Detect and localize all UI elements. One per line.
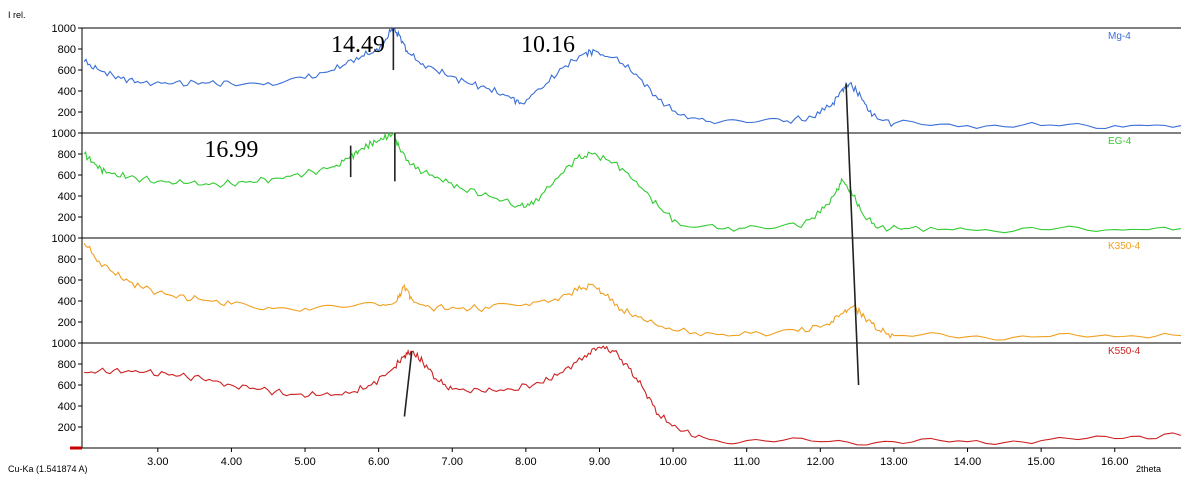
y-tick-label: 600 <box>58 380 76 392</box>
x-tick-label: 3.00 <box>147 456 168 468</box>
series-line-K350-4 <box>83 243 1182 341</box>
y-tick-label: 1000 <box>52 128 76 140</box>
x-tick-label: 16.00 <box>1101 456 1129 468</box>
y-tick-label: 400 <box>58 401 76 413</box>
radiation-source: Cu-Ka (1.541874 A) <box>8 464 88 474</box>
y-tick-label: 400 <box>58 296 76 308</box>
x-tick-label: 15.00 <box>1027 456 1055 468</box>
y-axis: 200 400 600 800 1000 200 400 600 800 1000 200 400 60… <box>52 23 82 434</box>
x-axis-title: 2theta <box>1136 464 1161 474</box>
y-tick-label: 1000 <box>52 233 76 245</box>
marker-lines <box>349 28 860 417</box>
peak-annotation: 14.49 <box>331 32 385 58</box>
y-tick-label: 600 <box>58 65 76 77</box>
x-tick-label: 7.00 <box>442 456 463 468</box>
x-tick-label: 9.00 <box>589 456 610 468</box>
x-tick-label: 14.00 <box>954 456 982 468</box>
x-tick-label: 10.00 <box>659 456 687 468</box>
x-tick-label: 12.00 <box>807 456 835 468</box>
x-tick-label: 8.00 <box>515 456 536 468</box>
x-tick-label: 6.00 <box>368 456 389 468</box>
y-tick-label: 600 <box>58 170 76 182</box>
series-group: Mg-4 EG-4 K350-4 K550-4 <box>83 26 1182 446</box>
x-tick-label: 13.00 <box>880 456 908 468</box>
peak-annotation: 10.16 <box>521 32 575 58</box>
y-tick-label: 200 <box>58 317 76 329</box>
y-tick-label: 200 <box>58 107 76 119</box>
series-label-K550-4: K550-4 <box>1108 346 1141 357</box>
series-line-K550-4 <box>84 345 1182 446</box>
y-tick-label: 800 <box>58 359 76 371</box>
peak-annotation: 16.99 <box>204 137 258 163</box>
peak-marker-line <box>403 351 413 417</box>
x-tick-label: 4.00 <box>221 456 242 468</box>
y-tick-label: 200 <box>58 422 76 434</box>
y-tick-label: 400 <box>58 86 76 98</box>
series-line-EG-4 <box>83 131 1182 234</box>
series-label-Mg-4: Mg-4 <box>1108 31 1131 42</box>
y-axis-title: I rel. <box>8 10 26 20</box>
x-axis: 3.00 4.00 5.00 6.00 7.00 8.00 9.00 10.00 11.00 12… <box>147 448 1129 468</box>
y-tick-label: 800 <box>58 44 76 56</box>
y-tick-label: 1000 <box>52 23 76 35</box>
peak-marker-line <box>845 83 860 386</box>
series-label-K350-4: K350-4 <box>1108 241 1141 252</box>
x-tick-label: 5.00 <box>294 456 315 468</box>
static-labels: I rel. Cu-Ka (1.541874 A) 2theta <box>8 10 1161 474</box>
y-tick-label: 1000 <box>52 338 76 350</box>
annotations: 14.49 10.16 16.99 <box>204 32 575 163</box>
y-tick-label: 600 <box>58 275 76 287</box>
series-line-Mg-4 <box>83 26 1182 130</box>
y-tick-label: 200 <box>58 212 76 224</box>
x-tick-label: 11.00 <box>733 456 760 468</box>
series-label-EG-4: EG-4 <box>1108 136 1132 147</box>
y-tick-label: 400 <box>58 191 76 203</box>
y-tick-label: 800 <box>58 254 76 266</box>
y-tick-label: 800 <box>58 149 76 161</box>
panel-separators <box>70 27 1181 450</box>
